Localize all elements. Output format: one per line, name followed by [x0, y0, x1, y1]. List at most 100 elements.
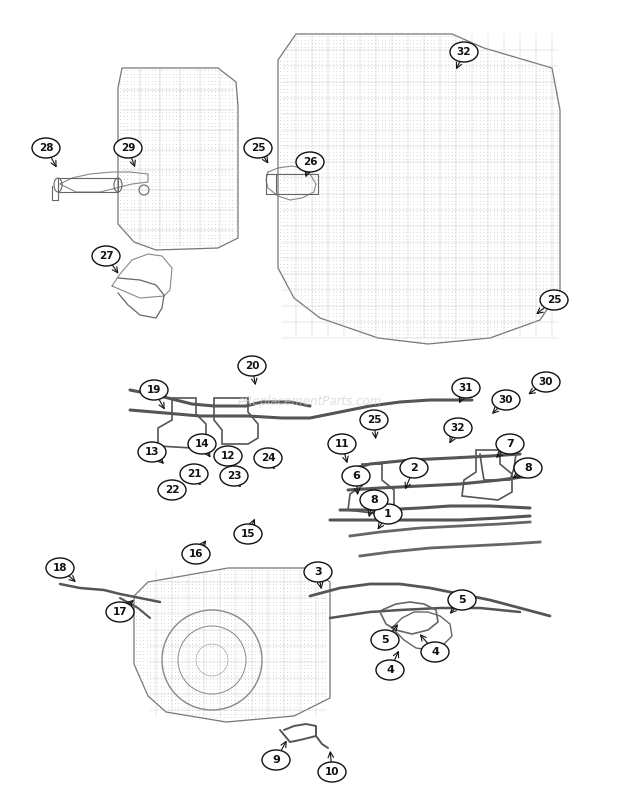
Point: [335, 173, 345, 186]
Point: [229, 609, 239, 622]
Point: [278, 609, 288, 622]
Point: [227, 81, 237, 94]
Point: [324, 135, 334, 148]
Point: [167, 130, 177, 143]
Point: [122, 67, 132, 80]
Point: [229, 714, 239, 727]
Point: [348, 233, 358, 246]
Point: [324, 271, 334, 284]
Point: [433, 254, 443, 267]
Point: [516, 212, 526, 225]
Point: [264, 647, 274, 660]
Point: [531, 271, 541, 284]
Point: [443, 281, 453, 294]
Point: [513, 82, 523, 95]
Point: [324, 114, 334, 127]
Point: [299, 637, 309, 650]
Point: [394, 47, 404, 60]
Point: [175, 99, 185, 112]
Point: [275, 675, 285, 688]
Point: [373, 33, 383, 46]
Point: [140, 88, 149, 101]
Point: [226, 567, 236, 580]
Point: [384, 135, 394, 148]
Point: [150, 130, 160, 143]
Point: [306, 96, 316, 109]
Point: [161, 200, 171, 213]
Point: [289, 131, 299, 144]
Point: [150, 67, 160, 80]
Point: [190, 570, 200, 583]
Point: [380, 86, 390, 99]
Point: [534, 99, 544, 112]
Point: [182, 109, 192, 122]
Point: [227, 123, 237, 136]
Point: [443, 197, 453, 210]
Point: [485, 114, 495, 127]
Point: [527, 145, 537, 158]
Point: [335, 78, 345, 91]
Point: [310, 250, 320, 263]
Point: [317, 170, 327, 183]
Point: [415, 302, 425, 315]
Point: [485, 317, 495, 330]
Point: [485, 166, 495, 179]
Point: [440, 222, 450, 235]
Point: [359, 93, 369, 106]
Point: [195, 95, 205, 108]
Point: [370, 292, 379, 305]
Point: [303, 208, 313, 221]
Point: [285, 623, 295, 636]
Point: [464, 254, 474, 267]
Point: [335, 120, 345, 133]
Point: [387, 327, 397, 340]
Point: [309, 665, 319, 678]
Point: [342, 236, 352, 249]
Point: [133, 130, 143, 143]
Point: [321, 96, 330, 109]
Point: [520, 65, 530, 78]
Point: [317, 633, 327, 646]
Point: [391, 299, 401, 312]
Point: [201, 672, 211, 685]
Point: [454, 313, 464, 326]
Point: [446, 212, 456, 225]
Point: [260, 567, 270, 580]
Point: [185, 225, 195, 238]
Point: [342, 320, 352, 333]
Point: [243, 683, 253, 696]
Point: [489, 152, 498, 165]
Point: [380, 72, 390, 85]
Point: [394, 236, 404, 249]
Point: [227, 196, 237, 209]
Point: [281, 641, 291, 654]
Point: [136, 109, 146, 122]
Point: [338, 117, 348, 130]
Point: [299, 103, 309, 116]
Point: [229, 662, 239, 675]
Point: [146, 183, 156, 196]
Point: [492, 292, 502, 305]
Point: [348, 288, 358, 301]
Point: [278, 584, 288, 597]
Point: [415, 176, 425, 189]
Point: [440, 288, 450, 301]
Point: [454, 170, 464, 183]
Point: [145, 595, 155, 608]
Point: [173, 581, 183, 594]
Point: [359, 30, 369, 43]
Point: [422, 89, 432, 102]
Point: [429, 236, 439, 249]
Point: [314, 176, 324, 189]
Point: [275, 700, 285, 713]
Point: [425, 243, 435, 256]
Point: [188, 217, 198, 230]
Point: [141, 581, 151, 594]
Point: [538, 288, 547, 301]
Point: [125, 228, 135, 241]
Point: [185, 130, 195, 143]
Point: [175, 74, 185, 87]
Point: [231, 200, 241, 213]
Point: [150, 88, 160, 101]
Point: [177, 581, 187, 594]
